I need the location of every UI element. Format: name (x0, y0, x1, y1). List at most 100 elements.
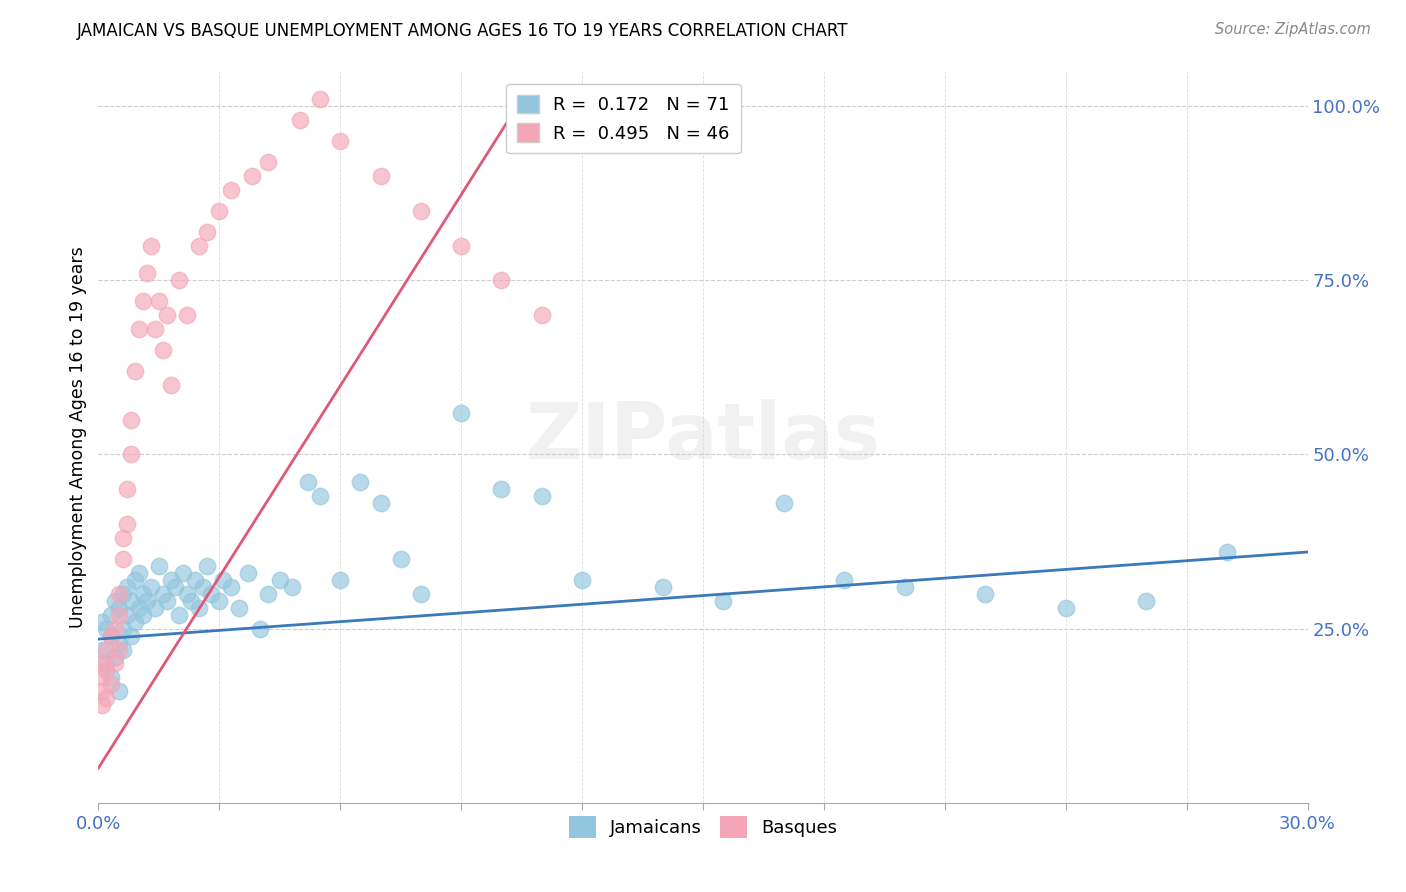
Point (139, 238, 162, 252)
Point (115, 483, 138, 497)
Point (974, 587, 997, 601)
Point (143, 600, 166, 615)
Point (167, 273, 190, 287)
Point (128, 600, 150, 615)
Point (172, 566, 194, 580)
Point (91, 670, 114, 684)
Point (115, 607, 138, 622)
Point (1135, 594, 1157, 608)
Point (288, 113, 311, 128)
Point (100, 670, 122, 684)
Point (135, 266, 157, 280)
Point (370, 169, 392, 183)
Point (91, 684, 114, 698)
Point (91, 642, 114, 657)
Point (188, 238, 211, 252)
Point (103, 622, 125, 636)
Point (188, 600, 211, 615)
Point (297, 475, 319, 490)
Point (96, 622, 118, 636)
Point (491, 273, 513, 287)
Point (96, 664, 118, 678)
Point (135, 594, 157, 608)
Point (195, 558, 218, 573)
Point (530, 489, 553, 503)
Point (832, 573, 855, 587)
Point (208, 594, 231, 608)
Point (120, 594, 142, 608)
Point (309, 489, 332, 503)
Point (128, 322, 150, 336)
Point (450, 406, 472, 420)
Point (96, 691, 118, 706)
Point (167, 607, 190, 622)
Point (107, 684, 129, 698)
Point (156, 308, 179, 322)
Point (281, 580, 304, 594)
Point (236, 566, 259, 580)
Point (100, 629, 122, 643)
Point (124, 573, 146, 587)
Point (893, 580, 915, 594)
Point (148, 558, 170, 573)
Point (120, 629, 142, 643)
Point (269, 573, 291, 587)
Point (111, 531, 134, 545)
Text: Source: ZipAtlas.com: Source: ZipAtlas.com (1215, 22, 1371, 37)
Point (200, 587, 222, 601)
Point (111, 622, 134, 636)
Point (107, 587, 129, 601)
Point (772, 496, 794, 510)
Point (124, 364, 146, 378)
Point (193, 580, 215, 594)
Point (124, 615, 146, 629)
Point (111, 642, 134, 657)
Point (96, 657, 118, 671)
Point (176, 587, 198, 601)
Point (103, 594, 125, 608)
Point (212, 573, 235, 587)
Text: JAMAICAN VS BASQUE UNEMPLOYMENT AMONG AGES 16 TO 19 YEARS CORRELATION CHART: JAMAICAN VS BASQUE UNEMPLOYMENT AMONG AG… (77, 22, 849, 40)
Point (711, 594, 734, 608)
Point (107, 600, 129, 615)
Legend: Jamaicans, Basques: Jamaicans, Basques (561, 808, 845, 845)
Point (100, 677, 122, 691)
Point (103, 657, 125, 671)
Point (221, 183, 243, 197)
Point (160, 573, 183, 587)
Point (309, 92, 332, 106)
Point (163, 580, 186, 594)
Point (107, 635, 129, 649)
Point (228, 600, 250, 615)
Point (156, 594, 179, 608)
Point (221, 580, 243, 594)
Point (128, 566, 150, 580)
Point (132, 587, 155, 601)
Point (120, 448, 142, 462)
Point (100, 607, 122, 622)
Point (195, 225, 218, 239)
Point (208, 203, 231, 218)
Point (103, 649, 125, 664)
Point (571, 573, 593, 587)
Point (107, 642, 129, 657)
Point (329, 134, 352, 148)
Point (111, 587, 134, 601)
Point (1054, 600, 1077, 615)
Point (111, 552, 134, 566)
Point (530, 308, 553, 322)
Point (115, 517, 138, 532)
Point (256, 587, 278, 601)
Point (370, 496, 392, 510)
Point (349, 475, 371, 490)
Point (152, 587, 174, 601)
Point (409, 203, 432, 218)
Point (120, 412, 142, 426)
Point (132, 294, 155, 309)
Point (143, 322, 166, 336)
Point (152, 343, 174, 357)
Point (329, 573, 352, 587)
Point (240, 169, 263, 183)
Point (176, 308, 198, 322)
Point (491, 483, 513, 497)
